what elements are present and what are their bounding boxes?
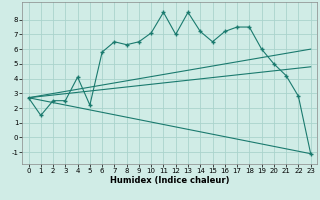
X-axis label: Humidex (Indice chaleur): Humidex (Indice chaleur) xyxy=(110,176,229,185)
